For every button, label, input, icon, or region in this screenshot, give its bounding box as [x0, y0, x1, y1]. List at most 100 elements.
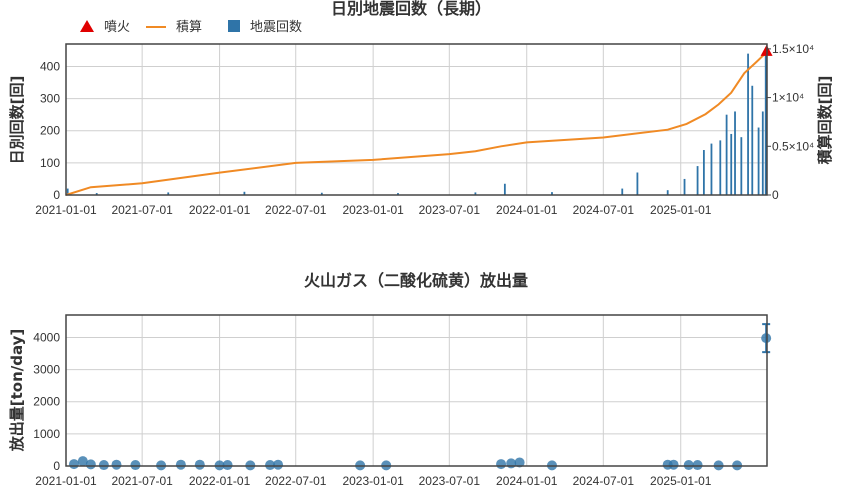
daily-count-bar — [474, 192, 477, 195]
daily-count-bar — [730, 133, 733, 195]
chart2-x-tick-label: 2021-01-01 — [35, 474, 97, 488]
daily-count-bar — [719, 140, 722, 195]
legend-cumulative-label: 積算 — [176, 20, 202, 35]
daily-count-bar — [761, 111, 764, 195]
daily-count-bar — [666, 190, 669, 195]
chart1-x-tick-label: 2021-07-01 — [111, 203, 173, 217]
so2-point — [265, 460, 276, 471]
chart2-x-tick-label: 2025-01-01 — [650, 474, 712, 488]
chart1-y2-tick-label: 1×10⁴ — [772, 91, 804, 105]
so2-point — [85, 459, 96, 470]
daily-count-bar — [764, 53, 767, 195]
so2-point — [77, 456, 88, 467]
chart1-x-tick-label: 2024-07-01 — [573, 203, 635, 217]
chart2-grid — [65, 315, 767, 467]
chart2-x-ticks: 2021-01-01 2021-07-01 2022-01-01 2022-07-01… — [35, 474, 711, 488]
so2-point — [98, 460, 109, 471]
chart1-y-tick-label: 200 — [40, 124, 60, 138]
daily-count-bar — [751, 85, 754, 195]
chart2-x-tick-label: 2021-07-01 — [111, 474, 173, 488]
chart1-x-ticks: 2021-01-01 2021-07-01 2022-01-01 2022-07-01… — [35, 203, 711, 217]
so2-point — [68, 459, 79, 470]
so2-point — [111, 459, 122, 470]
so2-point — [506, 458, 517, 469]
daily-count-bar — [167, 192, 170, 195]
daily-count-bar — [725, 114, 728, 195]
chart1-x-tick-label: 2023-07-01 — [419, 203, 481, 217]
chart1-y2-tick-label: 1.5×10⁴ — [772, 42, 814, 56]
daily-count-bar — [95, 193, 98, 195]
daily-count-bar — [397, 193, 399, 195]
so2-point — [222, 460, 233, 471]
chart2-y-tick-label: 3000 — [33, 363, 60, 377]
legend-eruption-marker — [80, 20, 94, 32]
daily-count-bar — [66, 188, 69, 195]
daily-count-bar — [757, 127, 760, 195]
chart1-bars — [66, 53, 767, 195]
daily-count-bar — [243, 191, 246, 195]
so2-point — [692, 460, 703, 471]
legend-count-marker — [228, 20, 240, 32]
daily-count-bar — [320, 192, 323, 195]
daily-count-bar — [503, 183, 506, 195]
chart1-y2label: 積算回数[回] — [816, 76, 834, 166]
so2-point — [514, 457, 525, 468]
chart2-y-tick-label: 2000 — [33, 395, 60, 409]
daily-count-bar — [747, 53, 749, 195]
chart1-y-tick-label: 100 — [40, 156, 60, 170]
so2-point — [683, 460, 694, 471]
chart2-x-tick-label: 2023-01-01 — [342, 474, 404, 488]
chart2-ylabel: 放出量[ton/day] — [8, 329, 26, 453]
chart1-y-tick-label: 300 — [40, 92, 60, 106]
daily-count-bar — [702, 150, 705, 195]
chart1-x-tick-label: 2022-07-01 — [265, 203, 327, 217]
daily-count-bar — [740, 137, 743, 195]
chart1-y2-tick-label: 0 — [772, 188, 779, 202]
so2-point — [668, 459, 679, 470]
daily-count-bar — [636, 172, 639, 195]
chart1-y2-ticks: 0 0.5×10⁴ 1×10⁴ 1.5×10⁴ — [767, 42, 814, 202]
chart2-x-tick-label: 2024-07-01 — [573, 474, 635, 488]
chart1-y-tick-label: 0 — [53, 188, 60, 202]
daily-count-bar — [683, 178, 686, 195]
daily-count-bar — [710, 143, 713, 195]
chart1-y-ticks: 0 100 200 300 400 — [40, 59, 60, 202]
chart2-x-tick-label: 2024-01-01 — [496, 474, 558, 488]
chart1-x-tick-label: 2025-01-01 — [650, 203, 712, 217]
so2-point — [130, 460, 141, 471]
chart2-title: 火山ガス（二酸化硫黄）放出量 — [304, 271, 528, 290]
chart1-y-tick-label: 400 — [40, 59, 60, 73]
so2-point — [175, 459, 186, 470]
chart2-y-tick-label: 4000 — [33, 330, 60, 344]
chart2-x-tick-label: 2022-07-01 — [265, 474, 327, 488]
so2-point — [194, 459, 205, 470]
chart1-frame — [65, 43, 768, 196]
legend-eruption-label: 噴火 — [104, 20, 130, 35]
daily-count-bar — [551, 192, 553, 195]
chart1-x-tick-label: 2021-01-01 — [35, 203, 97, 217]
chart1-x-tick-label: 2024-01-01 — [496, 203, 558, 217]
daily-count-bar — [621, 188, 624, 195]
daily-count-bar — [734, 111, 736, 195]
chart2-x-tick-label: 2023-07-01 — [419, 474, 481, 488]
so2-point — [496, 459, 507, 470]
chart1-title: 日別地震回数（長期） — [331, 0, 491, 18]
chart2-y-ticks: 0 1000 2000 3000 4000 — [33, 330, 60, 473]
chart2-frame — [65, 314, 768, 467]
chart1-grid — [65, 44, 767, 196]
daily-count-bar — [696, 166, 699, 195]
chart1-y2-tick-label: 0.5×10⁴ — [772, 139, 814, 153]
chart1-legend: 噴火 積算 地震回数 — [80, 20, 302, 35]
chart1-x-tick-label: 2023-01-01 — [342, 203, 404, 217]
chart2-y-tick-label: 1000 — [33, 427, 60, 441]
chart2-y-tick-label: 0 — [53, 459, 60, 473]
chart1-cumulative — [65, 51, 768, 196]
chart2-x-tick-label: 2022-01-01 — [189, 474, 251, 488]
so2-point — [273, 459, 284, 470]
cumulative-line — [65, 51, 768, 196]
chart1-ylabel: 日別回数[回] — [8, 76, 26, 165]
legend-count-label: 地震回数 — [250, 20, 302, 35]
chart2-points — [68, 323, 772, 471]
chart1-x-tick-label: 2022-01-01 — [189, 203, 251, 217]
